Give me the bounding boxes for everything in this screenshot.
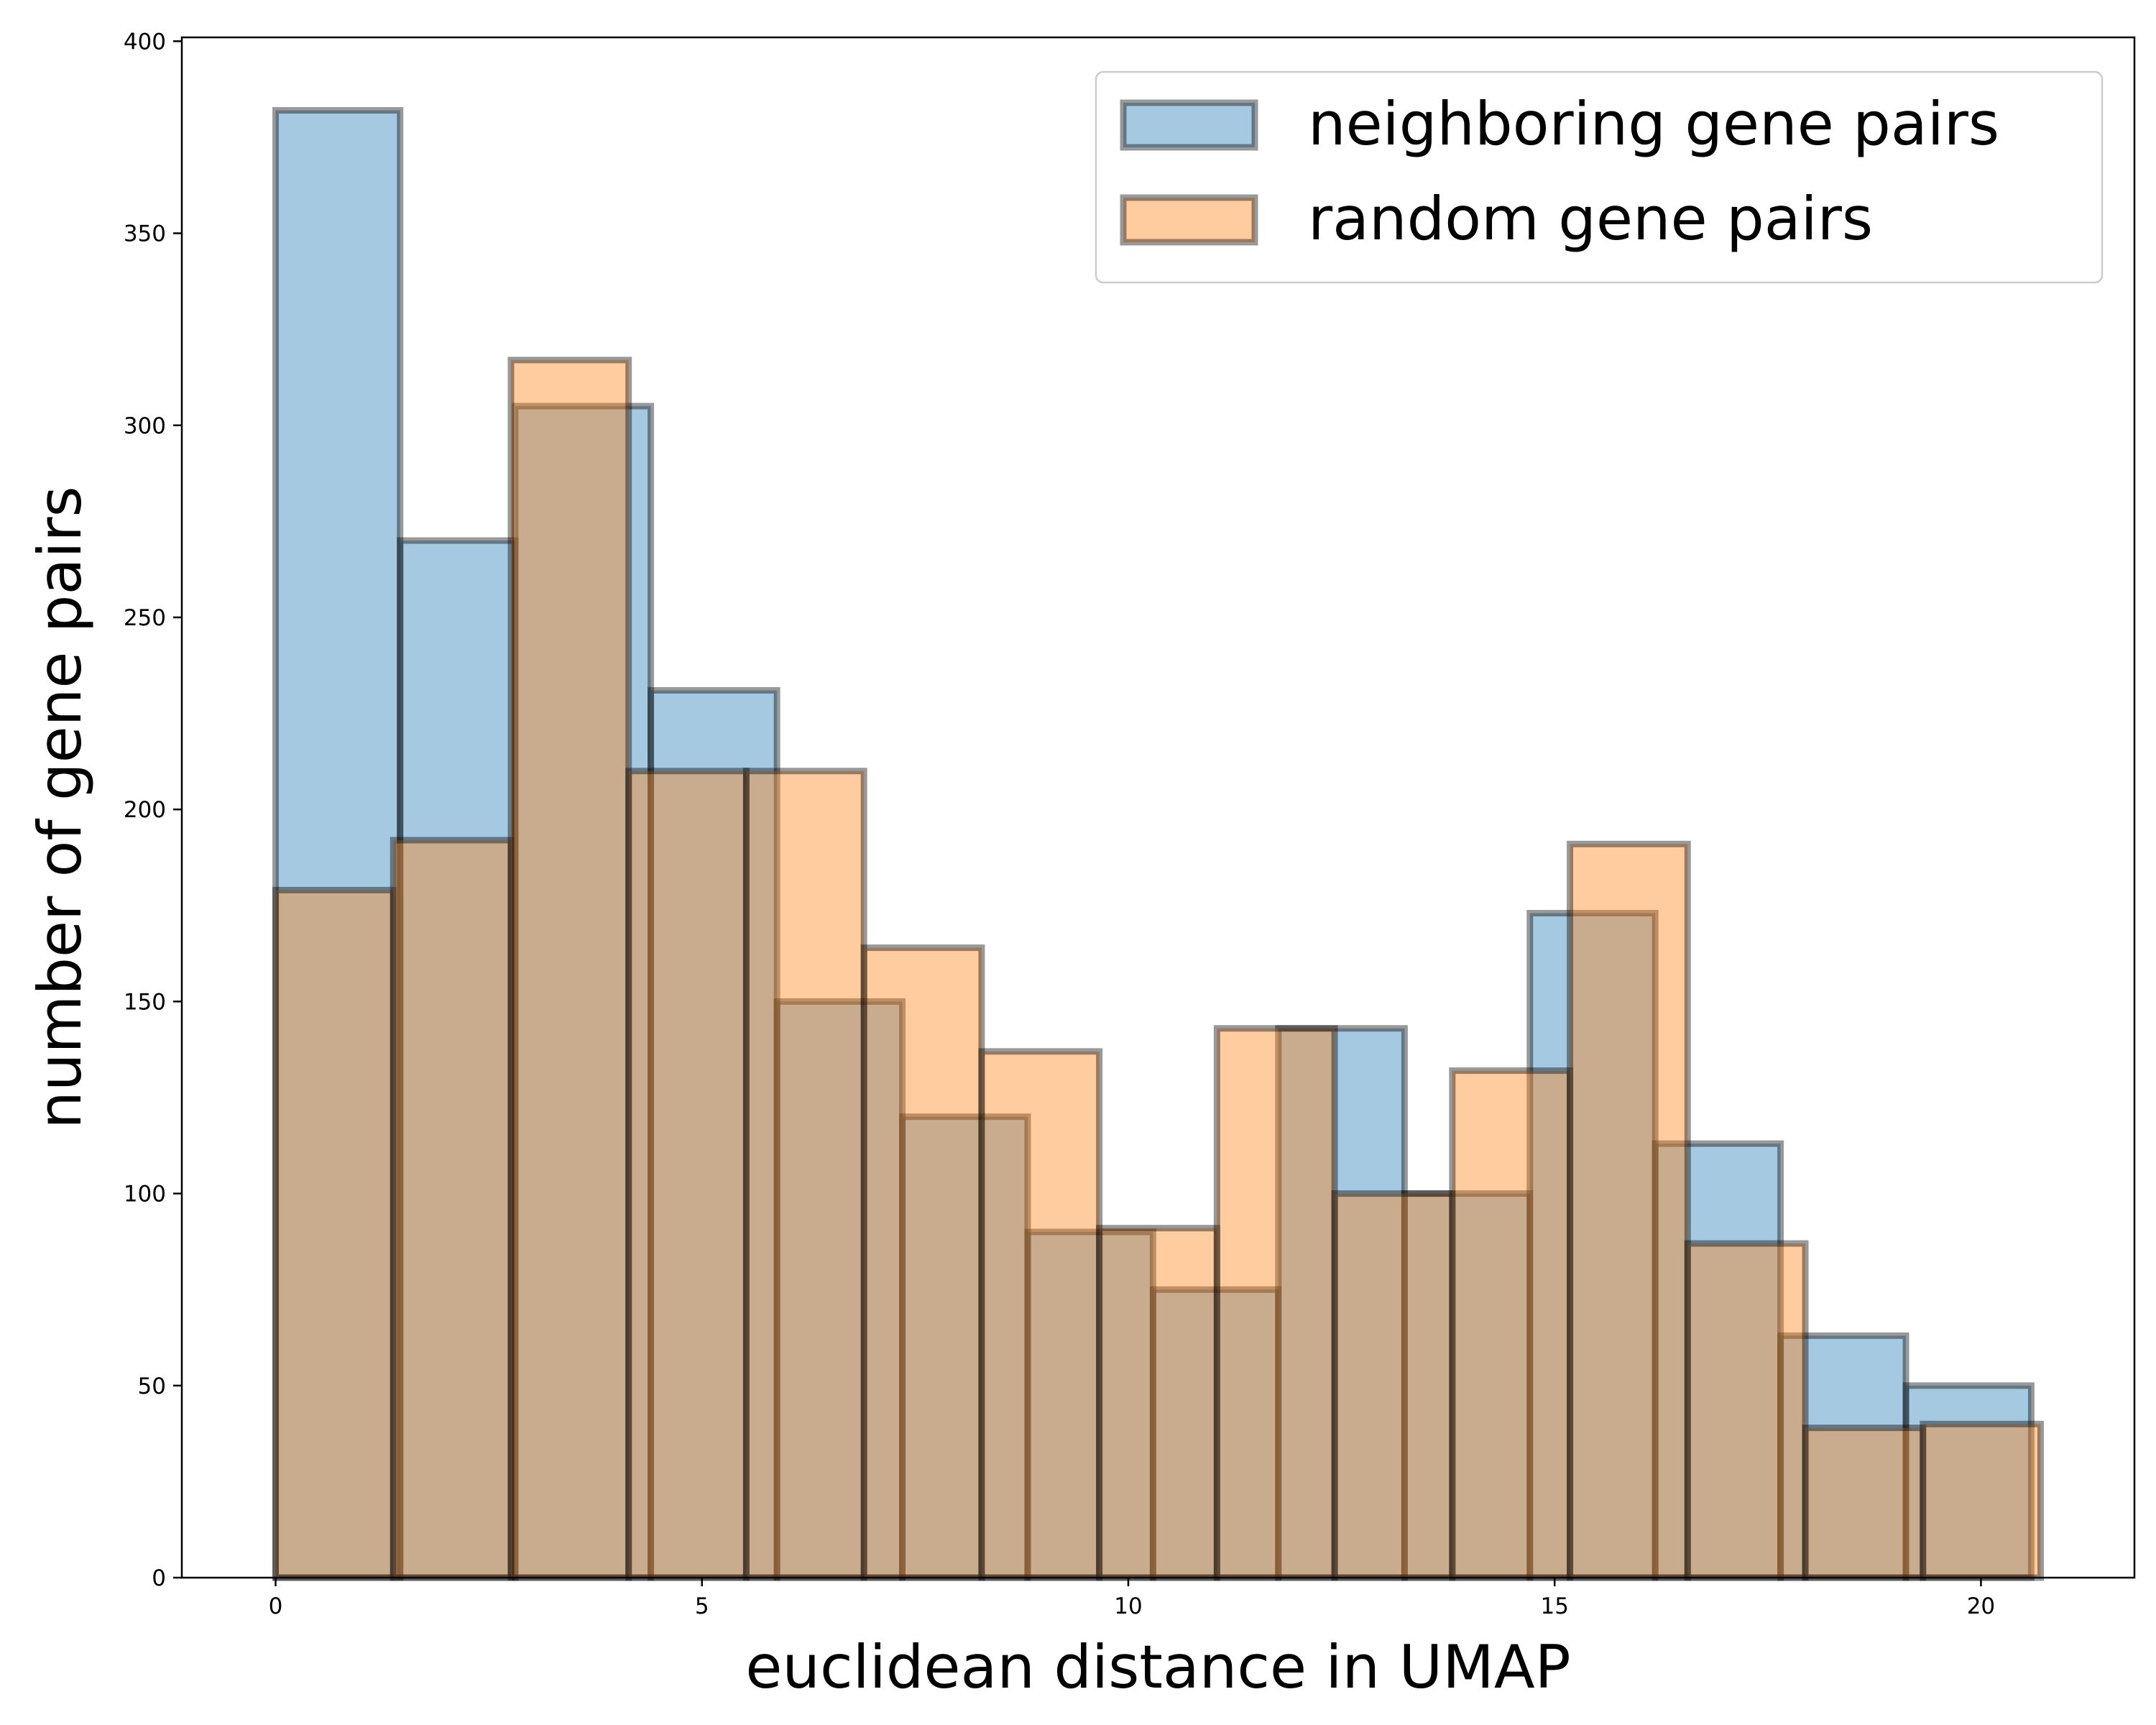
y-tick-label-7: 350 [124,221,166,247]
bar-random-5 [860,944,985,1581]
bar-neighboring-6 [1024,1228,1156,1581]
x-tick-label-4: 20 [1967,1593,1995,1619]
bar-neighboring-7 [1149,1286,1282,1581]
legend-swatch-neighboring [1120,99,1258,151]
y-tick-label-6: 300 [124,413,166,439]
bar-neighboring-11 [1651,1140,1784,1581]
y-tick-label-8: 400 [124,29,166,55]
legend-swatch-random [1120,194,1258,246]
bar-random-9 [1331,1190,1456,1581]
bar-neighboring-12 [1777,1332,1909,1581]
legend-box [1095,70,2104,284]
bar-neighboring-2 [512,402,655,1581]
bar-random-3 [625,768,750,1581]
x-axis-ticks: 0 5 10 15 20 [269,1578,1995,1619]
bar-random-11 [1567,840,1691,1581]
x-tick-label-3: 15 [1540,1593,1568,1619]
bar-random-2 [507,356,632,1581]
y-tick-label-4: 200 [124,797,166,823]
bar-random-14 [1920,1420,2044,1581]
bar-random-4 [742,768,867,1581]
bar-random-6 [978,1048,1103,1581]
legend-label-random: random gene pairs [1308,184,1873,254]
bar-random-13 [1802,1425,1927,1581]
legend: neighboring gene pairs random gene pairs [1095,70,2104,284]
plot-area: 0 5 10 15 20 0 50 100 150 200 250 300 350 400 [124,29,2136,1619]
bar-random-7 [1096,1225,1220,1581]
bar-neighboring-9 [1401,1190,1534,1581]
bar-random-8 [1213,1025,1338,1581]
y-tick-label-5: 250 [124,605,166,631]
y-axis-ticks: 0 50 100 150 200 250 300 350 400 [124,29,182,1591]
axes-frame [180,36,2136,1579]
x-tick-label-2: 10 [1114,1593,1142,1619]
y-tick-label-1: 50 [138,1374,166,1399]
y-tick-label-3: 150 [124,989,166,1015]
bar-random-12 [1684,1240,1809,1581]
x-axis-label: euclidean distance in UMAP [745,1632,1570,1702]
bar-neighboring-8 [1275,1025,1408,1581]
x-tick-label-1: 5 [695,1593,709,1619]
legend-label-neighboring: neighboring gene pairs [1308,89,1999,159]
bar-neighboring-0 [272,107,404,1581]
y-tick-label-0: 0 [152,1565,166,1591]
x-tick-label-0: 0 [269,1593,283,1619]
bar-random-1 [390,837,515,1581]
bar-neighboring-13 [1902,1382,2035,1581]
y-tick-label-2: 100 [124,1182,166,1208]
bars-layer [272,107,2044,1581]
bar-random-0 [272,886,397,1581]
bar-random-10 [1449,1067,1574,1581]
bar-neighboring-1 [397,537,519,1581]
y-axis-label: number of gene pairs [25,486,95,1128]
